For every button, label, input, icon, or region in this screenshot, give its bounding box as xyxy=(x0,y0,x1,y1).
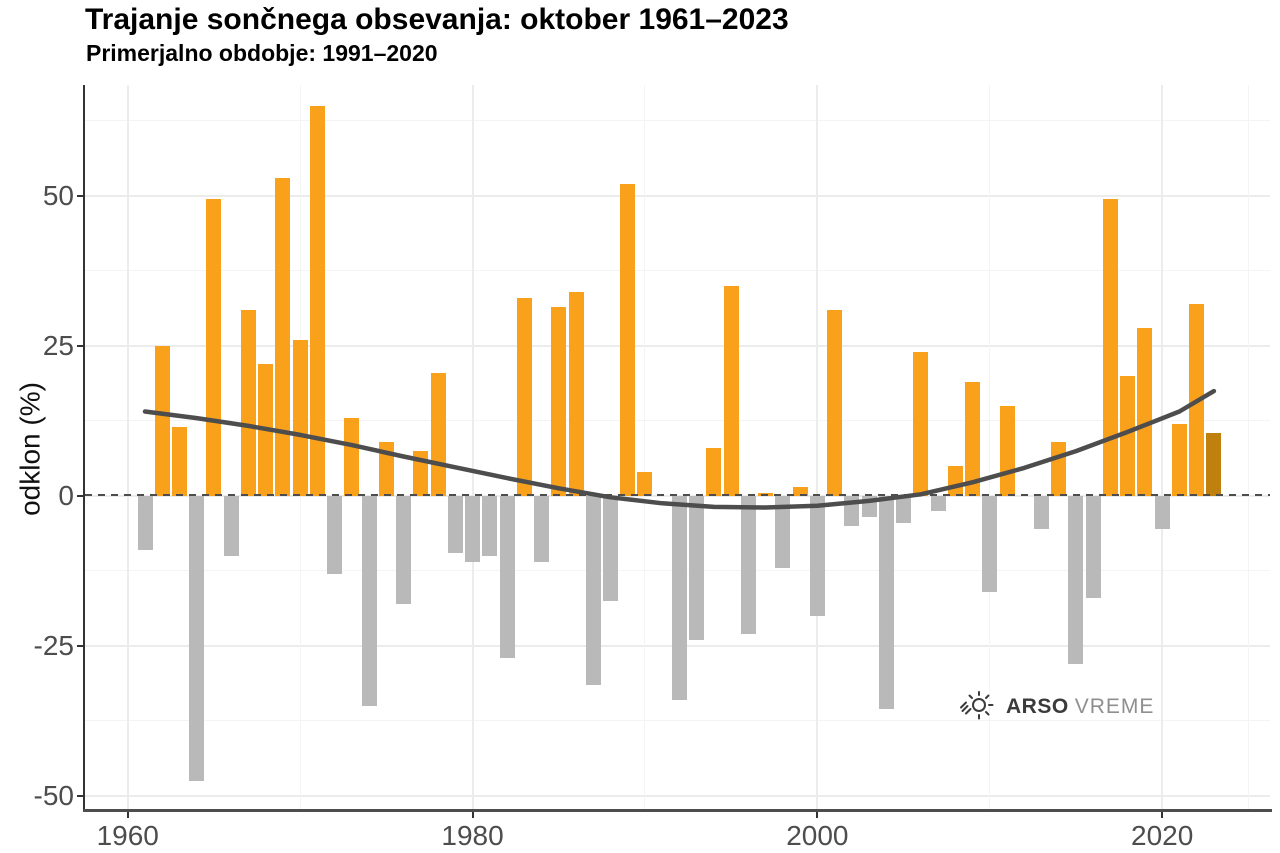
bar-1970 xyxy=(292,339,308,496)
x-tick xyxy=(471,812,474,818)
bar-1995 xyxy=(723,285,739,496)
bar-1971 xyxy=(309,105,325,496)
bar-1961 xyxy=(137,495,153,550)
bar-1980 xyxy=(465,495,481,562)
arso-logo: ARSO VREME xyxy=(958,691,1154,723)
chart-title: Trajanje sončnega obsevanja: oktober 196… xyxy=(85,3,789,36)
gridline-x-minor xyxy=(989,85,991,810)
bar-1998 xyxy=(775,495,791,568)
bar-1962 xyxy=(154,345,170,496)
bar-2000 xyxy=(809,495,825,616)
bar-1972 xyxy=(327,495,343,574)
bar-1982 xyxy=(499,495,515,658)
logo-text-vreme: VREME xyxy=(1074,695,1155,718)
zero-line xyxy=(85,494,1270,496)
bar-1964 xyxy=(189,495,205,781)
bar-1986 xyxy=(568,291,584,496)
x-tick-label: 1980 xyxy=(441,820,504,851)
gridline-y-major xyxy=(85,794,1270,797)
trend-line xyxy=(142,388,1217,510)
y-tick xyxy=(77,794,84,797)
gridline-y-minor xyxy=(85,120,1270,121)
gridline-y-minor xyxy=(85,720,1270,721)
gridline-x-major xyxy=(126,85,129,810)
bar-2023 xyxy=(1206,432,1222,496)
bar-1992 xyxy=(671,495,687,700)
bar-1973 xyxy=(344,417,360,496)
bar-2001 xyxy=(827,309,843,496)
bar-2019 xyxy=(1137,327,1153,496)
y-tick xyxy=(77,194,84,197)
y-tick xyxy=(77,494,84,497)
sun-icon xyxy=(960,691,994,720)
y-tick xyxy=(77,644,84,647)
bar-2007 xyxy=(930,495,946,511)
bar-1985 xyxy=(551,306,567,496)
gridline-y-minor xyxy=(85,270,1270,271)
y-axis-title: odklon (%) xyxy=(14,382,46,516)
bar-2004 xyxy=(878,495,894,709)
y-tick-label: 50 xyxy=(42,179,74,211)
bar-1987 xyxy=(585,495,601,685)
bar-2010 xyxy=(982,495,998,592)
gridline-x-major xyxy=(1161,85,1164,810)
bar-1976 xyxy=(396,495,412,604)
bar-2016 xyxy=(1085,495,1101,598)
y-tick-label: 0 xyxy=(58,479,74,511)
bar-1996 xyxy=(740,495,756,634)
bar-1983 xyxy=(516,297,532,496)
x-tick xyxy=(1161,812,1164,818)
x-axis-line xyxy=(83,809,1272,812)
bar-1994 xyxy=(706,447,722,496)
gridline-x-major xyxy=(471,85,474,810)
x-tick xyxy=(126,812,129,818)
y-axis-line xyxy=(83,85,85,812)
bar-1990 xyxy=(637,471,653,496)
bar-1993 xyxy=(689,495,705,640)
y-tick-label: -50 xyxy=(33,779,74,811)
bar-2021 xyxy=(1171,423,1187,496)
y-tick-label: 25 xyxy=(42,329,74,361)
bar-1974 xyxy=(361,495,377,706)
x-tick-label: 1960 xyxy=(96,820,159,851)
bar-2006 xyxy=(913,351,929,496)
bar-1981 xyxy=(482,495,498,556)
bar-2018 xyxy=(1120,375,1136,496)
bar-1963 xyxy=(171,426,187,496)
gridline-x-minor xyxy=(644,85,646,810)
gridline-y-major xyxy=(85,194,1270,197)
bar-2020 xyxy=(1154,495,1170,529)
bar-1979 xyxy=(447,495,463,553)
gridline-y-major xyxy=(85,344,1270,347)
chart-subtitle: Primerjalno obdobje: 1991–2020 xyxy=(86,40,438,66)
bar-1999 xyxy=(792,486,808,496)
bar-1984 xyxy=(534,495,550,562)
bar-1969 xyxy=(275,177,291,496)
x-tick-label: 2000 xyxy=(786,820,849,851)
trend-line-layer xyxy=(142,388,1217,510)
bar-1966 xyxy=(223,495,239,556)
bar-2013 xyxy=(1033,495,1049,529)
gridline-y-minor xyxy=(85,420,1270,421)
plot-panel xyxy=(85,85,1270,810)
x-tick-label: 2020 xyxy=(1131,820,1194,851)
bar-1989 xyxy=(620,183,636,496)
bar-2015 xyxy=(1068,495,1084,664)
bar-2017 xyxy=(1102,198,1118,496)
y-tick xyxy=(77,344,84,347)
gridline-x-minor xyxy=(1247,85,1249,810)
bar-1988 xyxy=(602,495,618,601)
x-tick xyxy=(816,812,819,818)
bar-2009 xyxy=(965,381,981,496)
gridline-x-major xyxy=(816,85,819,810)
logo-text-arso: ARSO xyxy=(1006,695,1069,718)
bar-2005 xyxy=(896,495,912,523)
bar-1967 xyxy=(240,309,256,496)
y-tick-label: -25 xyxy=(33,629,74,661)
